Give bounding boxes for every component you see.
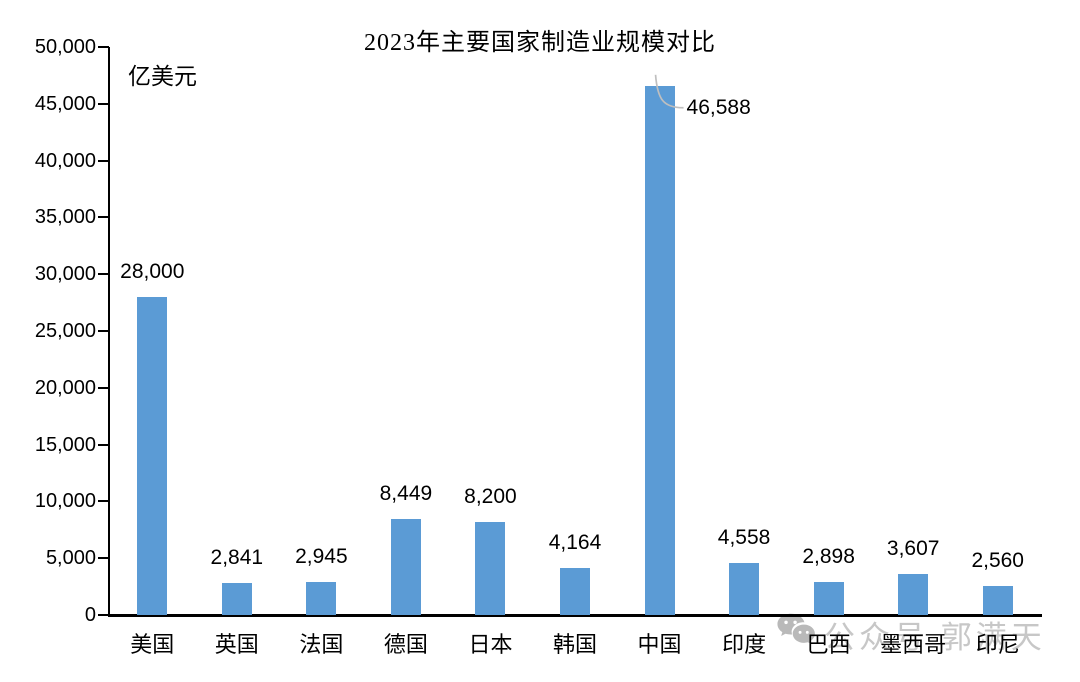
y-axis-tick [98,102,109,105]
watermark-text: 公众号 郭满天 [824,620,1046,655]
bar [390,519,421,615]
y-axis-tick [98,46,109,48]
x-axis-line [108,614,1042,617]
x-axis-category-label: 日本 [468,632,513,657]
bar [137,296,168,615]
y-axis-tick [98,443,109,446]
bar-value-label: 3,607 [886,537,940,561]
y-axis-line [108,47,110,617]
bar-value-label: 8,200 [464,484,517,508]
bar-value-label: 2,841 [210,545,264,569]
bar [898,574,929,615]
y-axis-tick [98,216,109,219]
bar-value-label: 4,164 [548,530,602,554]
bar-value-label: 2,945 [295,544,348,568]
y-axis-unit-label: 亿美元 [128,64,197,89]
y-axis-tick [98,500,109,503]
bar-value-label: 46,588 [686,95,751,119]
y-axis-tick [98,386,109,389]
y-axis-tick [98,159,109,162]
bar [982,585,1013,615]
bar-value-label: 2,898 [802,545,855,569]
bar [644,85,675,615]
y-axis-tick-label: 30,000 [34,263,96,286]
x-axis-category-label: 英国 [214,632,259,657]
bar-value-label: 28,000 [120,259,185,283]
y-axis-tick-label: 20,000 [34,376,96,399]
bar-value-label: 4,558 [717,526,771,550]
y-axis-tick-label: 0 [84,604,96,626]
x-axis-category-label: 中国 [637,632,682,657]
y-axis-tick [98,273,109,276]
y-axis-tick [98,330,109,332]
y-axis-tick-label: 5,000 [45,547,96,570]
wechat-icon [777,613,815,645]
bar [475,521,506,615]
bar [221,582,252,615]
bar [729,563,760,615]
y-axis-tick [98,557,109,560]
bar-value-label: 8,449 [379,482,433,506]
x-axis-category-label: 法国 [299,632,344,657]
y-axis-tick-label: 40,000 [34,149,96,172]
watermark: 公众号 郭满天 [776,612,1046,657]
x-axis-category-label: 印尼 [975,632,1020,657]
bar-value-label: 2,560 [971,548,1024,572]
x-axis-category-label: 墨西哥 [880,632,947,657]
x-axis-category-label: 巴西 [806,632,851,657]
y-axis-tick-label: 50,000 [34,36,96,58]
bar [813,582,844,615]
y-axis-tick-label: 35,000 [34,206,96,229]
bar [306,581,337,615]
y-axis-tick-label: 10,000 [34,490,96,513]
y-axis-tick-label: 15,000 [34,433,96,456]
x-axis-category-label: 韩国 [552,632,598,657]
y-axis-tick-label: 25,000 [34,320,96,342]
y-axis-tick-label: 45,000 [34,92,96,115]
x-axis-category-label: 美国 [130,632,175,657]
x-axis-category-label: 印度 [722,632,767,657]
bar [560,567,590,615]
x-axis-category-label: 德国 [383,632,428,657]
chart-title: 2023年主要国家制造业规模对比 [364,30,716,56]
y-axis-tick [98,614,109,616]
